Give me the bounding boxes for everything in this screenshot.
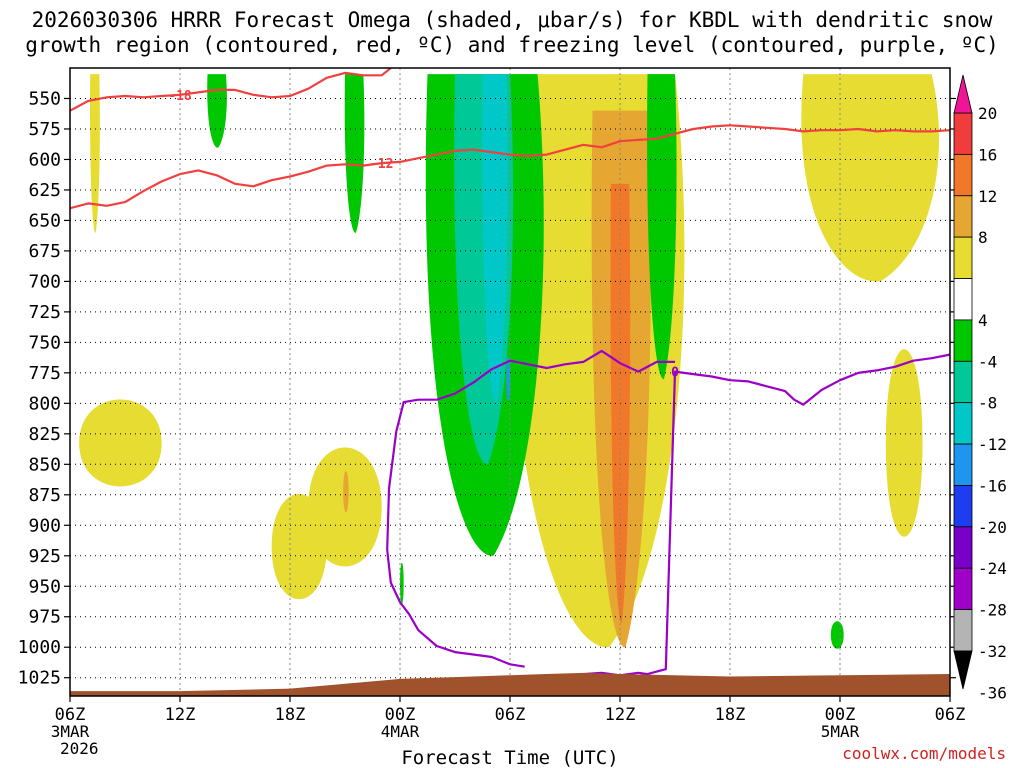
source-credit: coolwx.com/models <box>842 744 1006 763</box>
colorbar-swatch <box>953 112 973 155</box>
contour-line <box>574 353 950 677</box>
colorbar-label: 12 <box>978 187 997 206</box>
chart-title-line-2: growth region (contoured, red, ºC) and f… <box>25 33 999 57</box>
omega-shaded-region <box>400 562 404 604</box>
colorbar-label: 4 <box>978 311 988 330</box>
y-tick-label: 925 <box>28 546 61 567</box>
x-tick-label: 06Z <box>55 705 86 725</box>
chart-title-line-1: 2026030306 HRRR Forecast Omega (shaded, … <box>31 8 993 32</box>
x-tick-label: 18Z <box>275 705 306 725</box>
omega-shaded-region <box>344 74 365 233</box>
y-tick-label: 775 <box>28 363 61 384</box>
omega-shaded-region <box>830 621 844 649</box>
contour-line <box>386 349 675 668</box>
omega-shaded-region <box>506 356 510 402</box>
contour-line <box>70 68 392 112</box>
colorbar-swatch <box>953 443 973 486</box>
y-tick-label: 550 <box>28 88 61 109</box>
colorbar-label: 20 <box>978 104 997 123</box>
y-tick-label: 675 <box>28 241 61 262</box>
colorbar-swatch <box>953 485 973 528</box>
y-tick-label: 950 <box>28 576 61 597</box>
y-tick-label: 1025 <box>18 668 61 689</box>
colorbar-label: -32 <box>978 642 1007 661</box>
y-tick-label: 1000 <box>18 637 61 658</box>
x-tick-label: 06Z <box>495 705 526 725</box>
x-tick-label: 06Z <box>935 705 966 725</box>
y-tick-label: 575 <box>28 119 61 140</box>
colorbar-swatch <box>953 360 973 404</box>
omega-shaded-region <box>79 399 162 487</box>
contour-label: -18 <box>168 89 192 104</box>
colorbar-swatch <box>953 319 973 362</box>
x-axis-label: Forecast Time (UTC) <box>401 747 618 768</box>
colorbar-swatch <box>953 236 973 279</box>
contour-line <box>70 124 950 210</box>
omega-shaded-region <box>207 74 227 148</box>
y-tick-label: 750 <box>28 332 61 353</box>
colorbar-label: -12 <box>978 435 1007 454</box>
colorbar-label: 8 <box>978 228 988 247</box>
omega-shaded-region <box>90 74 100 233</box>
colorbar-label: -8 <box>978 394 997 413</box>
colorbar-label: -24 <box>978 559 1007 578</box>
y-tick-label: 825 <box>28 424 61 445</box>
colorbar-label: -20 <box>978 518 1007 537</box>
y-tick-label: 975 <box>28 607 61 628</box>
colorbar-label: -4 <box>978 352 997 371</box>
omega-shaded-region <box>647 74 677 380</box>
x-tick-label: 12Z <box>605 705 636 725</box>
omega-shaded-region <box>801 74 939 282</box>
y-tick-label: 650 <box>28 210 61 231</box>
omega-shaded-region <box>343 471 349 513</box>
colorbar-swatch <box>953 195 973 238</box>
omega-shaded-region <box>482 74 508 404</box>
colorbar-swatch <box>953 609 973 652</box>
x-date-label: 5MAR <box>821 722 860 741</box>
y-tick-label: 600 <box>28 149 61 170</box>
x-date-label: 4MAR <box>381 722 420 741</box>
x-tick-label: 00Z <box>385 705 416 725</box>
terrain-surface <box>70 672 950 696</box>
y-tick-label: 700 <box>28 271 61 292</box>
contour-label: -12 <box>370 157 393 172</box>
y-tick-label: 850 <box>28 454 61 475</box>
colorbar-under-arrow <box>953 650 973 690</box>
colorbar-label: -36 <box>978 683 1007 702</box>
colorbar-swatch <box>953 278 973 321</box>
x-tick-label: 00Z <box>825 705 856 725</box>
x-tick-label: 18Z <box>715 705 746 725</box>
colorbar-over-arrow <box>953 74 973 114</box>
colorbar-legend: 20 16 12 8 4 -4 -8 -12 -16 -20 -24 -28 -32 -36 <box>953 74 1007 702</box>
omega-shaded-region <box>885 349 923 537</box>
colorbar-label: -16 <box>978 476 1007 495</box>
colorbar-label: -28 <box>978 601 1007 620</box>
colorbar-label: 16 <box>978 145 997 164</box>
x-tick-label: 12Z <box>165 705 196 725</box>
x-date-label: 3MAR <box>51 722 90 741</box>
colorbar-swatch <box>953 526 973 569</box>
contour-label: 0 <box>671 366 679 381</box>
x-year-label: 2026 <box>60 739 99 758</box>
y-tick-label: 725 <box>28 302 61 323</box>
colorbar-swatch <box>953 402 973 445</box>
y-tick-label: 800 <box>28 393 61 414</box>
colorbar-swatch <box>953 153 973 197</box>
colorbar-swatch <box>953 567 973 611</box>
y-tick-label: 900 <box>28 515 61 536</box>
y-tick-label: 625 <box>28 180 61 201</box>
y-tick-label: 875 <box>28 485 61 506</box>
